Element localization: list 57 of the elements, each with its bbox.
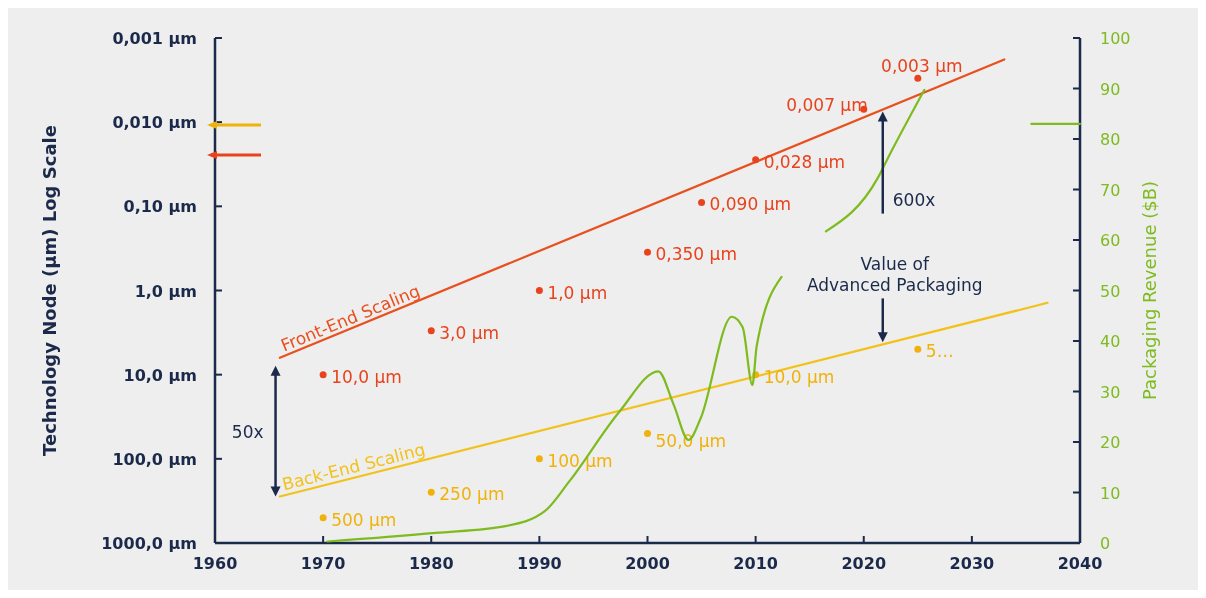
data-label: 0,350 µm <box>655 244 737 265</box>
y-tick-label: 10,0 µm <box>123 365 197 385</box>
y2-tick-label: 0 <box>1100 534 1111 553</box>
data-label: 50,0 µm <box>655 431 727 452</box>
data-label: 10,0 µm <box>763 366 835 387</box>
data-label: 1,0 µm <box>547 282 608 303</box>
data-label: 5… <box>925 341 954 362</box>
x-tick-label: 1970 <box>300 554 346 573</box>
y2-tick-label: 70 <box>1100 180 1121 200</box>
y-tick-label: 0,001 µm <box>112 29 197 48</box>
y2-tick-label: 50 <box>1100 281 1121 301</box>
y-axis-title: Technology Node (µm) Log Scale <box>39 125 60 456</box>
annotation: Value of Advanced Packaging <box>806 254 983 296</box>
x-tick-label: 2040 <box>1057 554 1103 573</box>
y-tick-label: 100,0 µm <box>112 449 197 469</box>
point <box>752 156 760 164</box>
y2-tick-label: 20 <box>1100 433 1121 452</box>
x-tick-label: 2030 <box>949 554 995 573</box>
data-label: 0,090 µm <box>709 194 792 215</box>
data-label: 10,0 µm <box>331 366 402 387</box>
data-label: 3,0 µm <box>439 322 500 343</box>
point <box>914 74 922 82</box>
y2-tick-label: 100 <box>1100 29 1131 48</box>
y-tick-label: 1,0 µm <box>134 281 197 301</box>
x-tick-label: 2000 <box>625 554 670 573</box>
point <box>535 287 543 294</box>
y2-tick-label: 80 <box>1100 130 1121 149</box>
point <box>319 514 327 522</box>
data-label: 250 µm <box>439 484 505 505</box>
y2-tick-label: 60 <box>1100 231 1121 250</box>
point <box>535 455 543 463</box>
point <box>427 327 435 335</box>
x-tick-label: 1960 <box>192 554 238 573</box>
x-tick-label: 2010 <box>733 554 778 573</box>
y-tick-label: 1000,0 µm <box>101 534 197 553</box>
x-tick-label: 1990 <box>517 554 562 573</box>
point <box>319 371 327 379</box>
y2-axis-title: Packaging Revenue ($B) <box>1139 180 1160 401</box>
y2-tick-label: 10 <box>1100 483 1121 503</box>
point <box>914 345 922 353</box>
x-tick-label: 2020 <box>841 554 887 573</box>
point <box>698 198 706 206</box>
x-tick-label: 1980 <box>408 554 454 573</box>
y2-tick-label: 30 <box>1100 382 1121 402</box>
data-label: 0,003 µm <box>881 56 963 77</box>
point <box>427 488 435 496</box>
y2-tick-label: 90 <box>1100 79 1121 99</box>
data-label: 500 µm <box>331 509 397 530</box>
data-label: 0,028 µm <box>763 151 846 172</box>
point <box>644 430 651 437</box>
point <box>644 248 651 256</box>
annotation: 600x <box>892 189 936 210</box>
y-tick-label: 0,10 µm <box>123 197 197 217</box>
y2-tick-label: 40 <box>1100 332 1121 351</box>
data-label: 100 µm <box>547 450 613 471</box>
annotation: 50x <box>231 421 264 442</box>
y-tick-label: 0,010 µm <box>112 113 197 133</box>
